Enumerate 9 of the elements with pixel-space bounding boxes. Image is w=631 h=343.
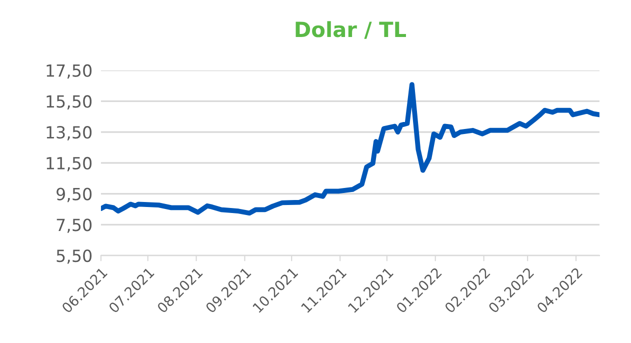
chart-title: Dolar / TL [296,21,406,39]
y-tick-label: 9,50 [56,188,92,202]
y-tick-label: 11,50 [46,156,92,172]
y-tick-label: 13,50 [46,126,92,140]
y-tick-label: 15,50 [46,95,92,110]
y-tick-label: 7,50 [56,218,92,233]
y-tick-label: 5,50 [56,249,92,264]
y-tick-label: 17,50 [46,64,92,79]
line-series [100,82,600,216]
